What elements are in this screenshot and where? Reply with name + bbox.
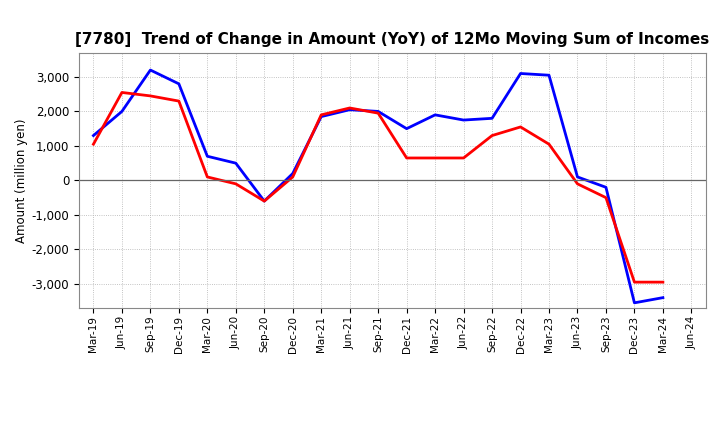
Net Income	[573, 181, 582, 187]
Ordinary Income	[89, 133, 98, 138]
Ordinary Income	[630, 300, 639, 305]
Line: Net Income: Net Income	[94, 92, 663, 282]
Ordinary Income	[573, 174, 582, 180]
Net Income	[630, 279, 639, 285]
Net Income	[289, 174, 297, 180]
Line: Ordinary Income: Ordinary Income	[94, 70, 663, 303]
Ordinary Income	[431, 112, 439, 117]
Ordinary Income	[203, 154, 212, 159]
Ordinary Income	[117, 109, 126, 114]
Ordinary Income	[487, 116, 496, 121]
Ordinary Income	[602, 185, 611, 190]
Ordinary Income	[659, 295, 667, 300]
Net Income	[317, 112, 325, 117]
Net Income	[174, 99, 183, 104]
Net Income	[346, 105, 354, 110]
Net Income	[146, 93, 155, 99]
Net Income	[431, 155, 439, 161]
Ordinary Income	[260, 198, 269, 204]
Net Income	[659, 279, 667, 285]
Net Income	[487, 133, 496, 138]
Net Income	[89, 142, 98, 147]
Ordinary Income	[374, 109, 382, 114]
Ordinary Income	[146, 67, 155, 73]
Y-axis label: Amount (million yen): Amount (million yen)	[14, 118, 27, 242]
Net Income	[117, 90, 126, 95]
Net Income	[203, 174, 212, 180]
Ordinary Income	[402, 126, 411, 131]
Ordinary Income	[346, 107, 354, 112]
Net Income	[374, 110, 382, 116]
Net Income	[516, 125, 525, 130]
Net Income	[260, 198, 269, 204]
Ordinary Income	[317, 114, 325, 119]
Ordinary Income	[545, 73, 554, 78]
Net Income	[459, 155, 468, 161]
Title: [7780]  Trend of Change in Amount (YoY) of 12Mo Moving Sum of Incomes: [7780] Trend of Change in Amount (YoY) o…	[76, 33, 709, 48]
Ordinary Income	[516, 71, 525, 76]
Ordinary Income	[232, 161, 240, 166]
Ordinary Income	[174, 81, 183, 87]
Net Income	[545, 142, 554, 147]
Net Income	[232, 181, 240, 187]
Net Income	[602, 195, 611, 200]
Ordinary Income	[289, 171, 297, 176]
Net Income	[402, 155, 411, 161]
Ordinary Income	[459, 117, 468, 123]
